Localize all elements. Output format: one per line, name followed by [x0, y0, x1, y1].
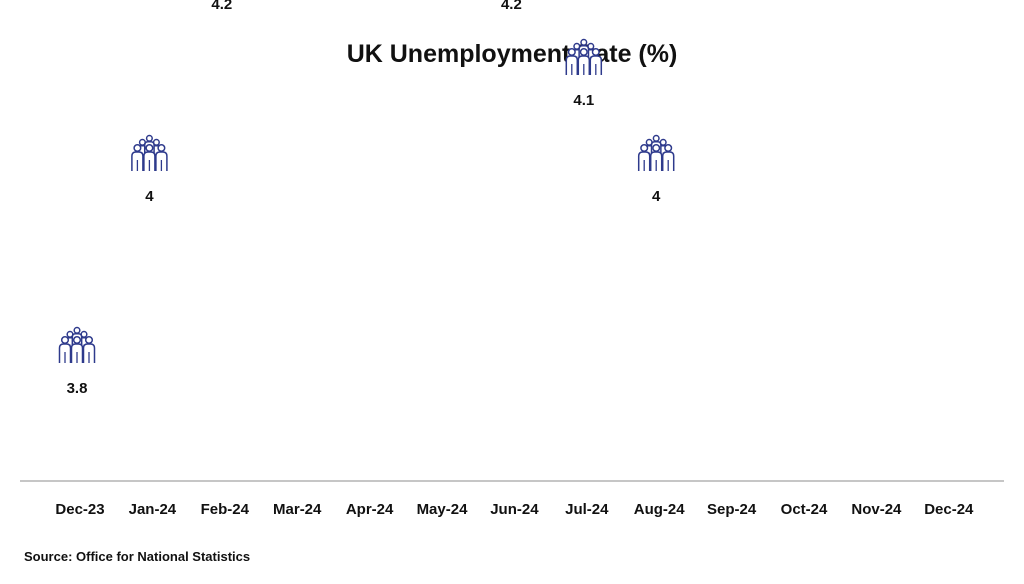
- x-tick-label: Sep-24: [707, 501, 757, 518]
- x-tick-label: Dec-23: [55, 501, 104, 518]
- x-tick-label: Jan-24: [129, 501, 177, 518]
- source-note: Source: Office for National Statistics: [24, 549, 251, 564]
- people-group-icon: [565, 38, 603, 75]
- chart-title: UK Unemployment Rate (%): [346, 40, 678, 68]
- x-tick-label: Aug-24: [634, 501, 685, 518]
- x-tick-label: Nov-24: [851, 501, 902, 518]
- data-label: 3.8: [67, 380, 88, 397]
- x-tick-label: Apr-24: [346, 501, 394, 518]
- people-group-icon: [58, 326, 96, 363]
- x-tick-label: Mar-24: [273, 501, 322, 518]
- x-tick-label: Dec-24: [924, 501, 974, 518]
- people-group-icon: [131, 134, 168, 171]
- data-label: 4.2: [501, 0, 522, 13]
- x-tick-label: May-24: [417, 501, 469, 518]
- data-label: 4.1: [573, 92, 594, 109]
- data-label: 4.2: [211, 0, 232, 13]
- x-tick-label: Oct-24: [781, 501, 828, 518]
- data-label: 4: [652, 188, 661, 205]
- data-label: 4: [145, 188, 154, 205]
- x-tick-label: Jul-24: [565, 501, 609, 518]
- x-tick-label: Jun-24: [490, 501, 539, 518]
- people-group-icon: [637, 134, 675, 171]
- x-tick-label: Feb-24: [201, 501, 250, 518]
